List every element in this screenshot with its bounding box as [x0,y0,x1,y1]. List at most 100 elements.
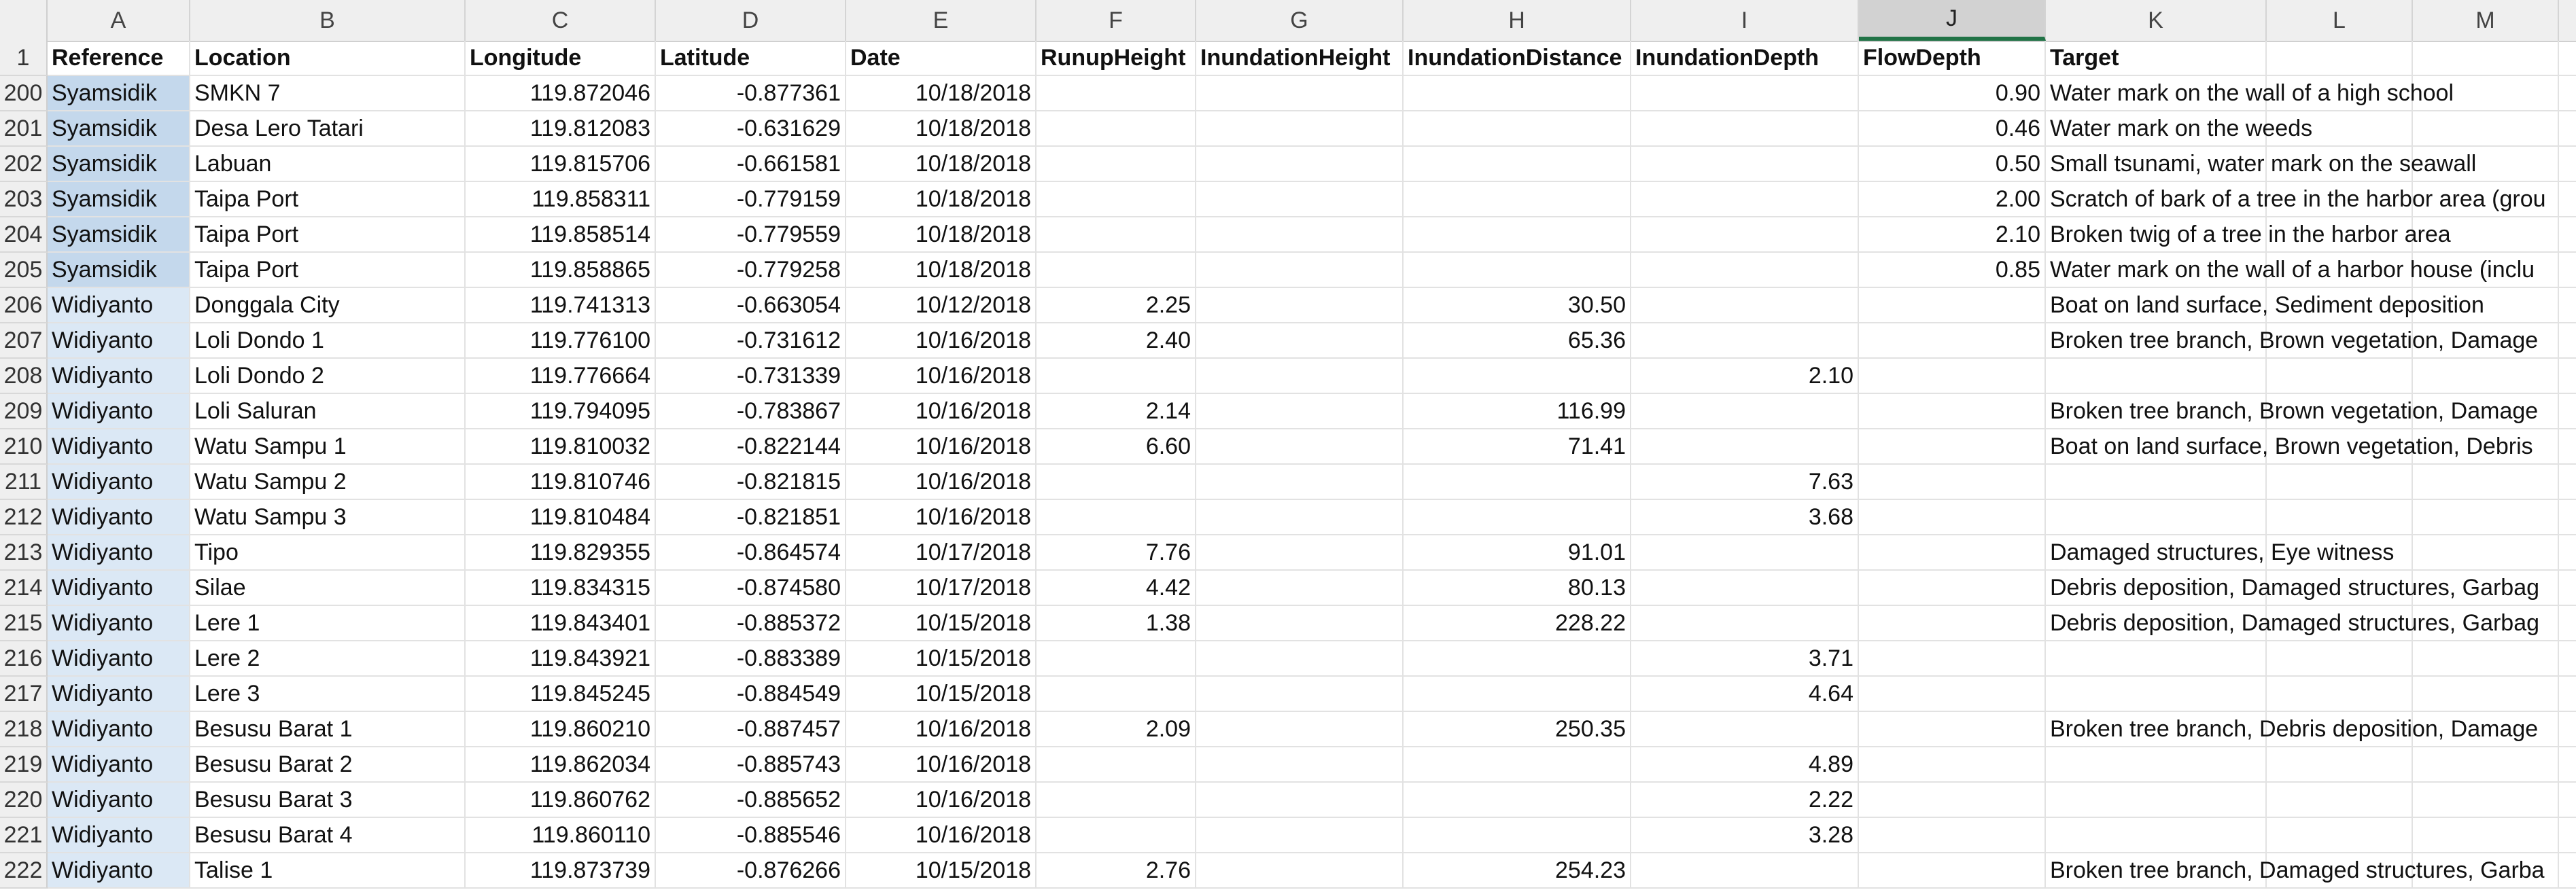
cell-d219[interactable]: -0.885743 [656,747,846,783]
cell-h215[interactable]: 228.22 [1404,606,1631,641]
cell-k214[interactable]: Debris deposition, Damaged structures, G… [2046,571,2539,606]
cell-l204[interactable] [2267,217,2413,253]
cell-c219[interactable]: 119.862034 [466,747,656,783]
cell-a201[interactable]: Syamsidik [48,111,190,147]
cell-f209[interactable]: 2.14 [1037,394,1196,429]
cell-h208[interactable] [1404,359,1631,394]
cell-j217[interactable] [1859,677,2046,712]
cell-m206[interactable] [2413,288,2559,323]
cell-k202[interactable]: Small tsunami, water mark on the seawall [2046,147,2476,182]
cell-n203[interactable] [2559,182,2576,217]
cell-c216[interactable]: 119.843921 [466,641,656,677]
cell-k213[interactable]: Damaged structures, Eye witness [2046,535,2394,571]
cell-b200[interactable]: SMKN 7 [190,76,466,111]
cell-a202[interactable]: Syamsidik [48,147,190,182]
cell-a209[interactable]: Widiyanto [48,394,190,429]
cell-j207[interactable] [1859,323,2046,359]
cell-d1[interactable]: Latitude [656,41,846,76]
cell-m221[interactable] [2413,818,2559,853]
row-header-218[interactable]: 218 [0,712,48,747]
cell-m220[interactable] [2413,783,2559,818]
cell-e221[interactable]: 10/16/2018 [846,818,1037,853]
cell-k218[interactable]: Broken tree branch, Debris deposition, D… [2046,712,2538,747]
cell-g214[interactable] [1196,571,1404,606]
cell-n206[interactable] [2559,288,2576,323]
cell-k208[interactable] [2046,359,2267,394]
cell-h204[interactable] [1404,217,1631,253]
cell-n210[interactable] [2559,429,2576,465]
cell-c202[interactable]: 119.815706 [466,147,656,182]
cell-l219[interactable] [2267,747,2413,783]
cell-l209[interactable] [2267,394,2413,429]
cell-i212[interactable]: 3.68 [1631,500,1859,535]
cell-d217[interactable]: -0.884549 [656,677,846,712]
cell-b205[interactable]: Taipa Port [190,253,466,288]
cell-h213[interactable]: 91.01 [1404,535,1631,571]
cell-k217[interactable] [2046,677,2267,712]
cell-l213[interactable] [2267,535,2413,571]
cell-j208[interactable] [1859,359,2046,394]
cell-m204[interactable] [2413,217,2559,253]
column-header-h[interactable]: H [1404,0,1631,41]
cell-k209[interactable]: Broken tree branch, Brown vegetation, Da… [2046,394,2538,429]
cell-m207[interactable] [2413,323,2559,359]
cell-b217[interactable]: Lere 3 [190,677,466,712]
cell-n215[interactable] [2559,606,2576,641]
cell-b202[interactable]: Labuan [190,147,466,182]
cell-m200[interactable] [2413,76,2559,111]
cell-e214[interactable]: 10/17/2018 [846,571,1037,606]
cell-d209[interactable]: -0.783867 [656,394,846,429]
cell-h207[interactable]: 65.36 [1404,323,1631,359]
cell-b208[interactable]: Loli Dondo 2 [190,359,466,394]
cell-i216[interactable]: 3.71 [1631,641,1859,677]
cell-d211[interactable]: -0.821815 [656,465,846,500]
cell-d202[interactable]: -0.661581 [656,147,846,182]
cell-a212[interactable]: Widiyanto [48,500,190,535]
cell-g208[interactable] [1196,359,1404,394]
cell-j218[interactable] [1859,712,2046,747]
cell-n211[interactable] [2559,465,2576,500]
cell-m208[interactable] [2413,359,2559,394]
cell-f218[interactable]: 2.09 [1037,712,1196,747]
cell-c208[interactable]: 119.776664 [466,359,656,394]
cell-h202[interactable] [1404,147,1631,182]
column-header-i[interactable]: I [1631,0,1859,41]
cell-l218[interactable] [2267,712,2413,747]
cell-f1[interactable]: RunupHeight [1037,41,1196,76]
cell-c203[interactable]: 119.858311 [466,182,656,217]
column-header-d[interactable]: D [656,0,846,41]
cell-g215[interactable] [1196,606,1404,641]
cell-f207[interactable]: 2.40 [1037,323,1196,359]
cell-k207[interactable]: Broken tree branch, Brown vegetation, Da… [2046,323,2538,359]
cell-a217[interactable]: Widiyanto [48,677,190,712]
row-header-212[interactable]: 212 [0,500,48,535]
cell-n219[interactable] [2559,747,2576,783]
cell-n201[interactable] [2559,111,2576,147]
cell-g217[interactable] [1196,677,1404,712]
cell-j220[interactable] [1859,783,2046,818]
cell-g216[interactable] [1196,641,1404,677]
cell-n221[interactable] [2559,818,2576,853]
cell-k203[interactable]: Scratch of bark of a tree in the harbor … [2046,182,2546,217]
cell-m205[interactable] [2413,253,2559,288]
cell-k220[interactable] [2046,783,2267,818]
row-header-208[interactable]: 208 [0,359,48,394]
cell-c201[interactable]: 119.812083 [466,111,656,147]
cell-d210[interactable]: -0.822144 [656,429,846,465]
cell-m210[interactable] [2413,429,2559,465]
cell-b216[interactable]: Lere 2 [190,641,466,677]
cell-l212[interactable] [2267,500,2413,535]
cell-k212[interactable] [2046,500,2267,535]
cell-j213[interactable] [1859,535,2046,571]
cell-c213[interactable]: 119.829355 [466,535,656,571]
cell-g200[interactable] [1196,76,1404,111]
cell-i200[interactable] [1631,76,1859,111]
cell-d218[interactable]: -0.887457 [656,712,846,747]
cell-b222[interactable]: Talise 1 [190,853,466,889]
cell-m202[interactable] [2413,147,2559,182]
cell-f220[interactable] [1037,783,1196,818]
cell-m213[interactable] [2413,535,2559,571]
cell-b209[interactable]: Loli Saluran [190,394,466,429]
cell-c209[interactable]: 119.794095 [466,394,656,429]
cell-e220[interactable]: 10/16/2018 [846,783,1037,818]
